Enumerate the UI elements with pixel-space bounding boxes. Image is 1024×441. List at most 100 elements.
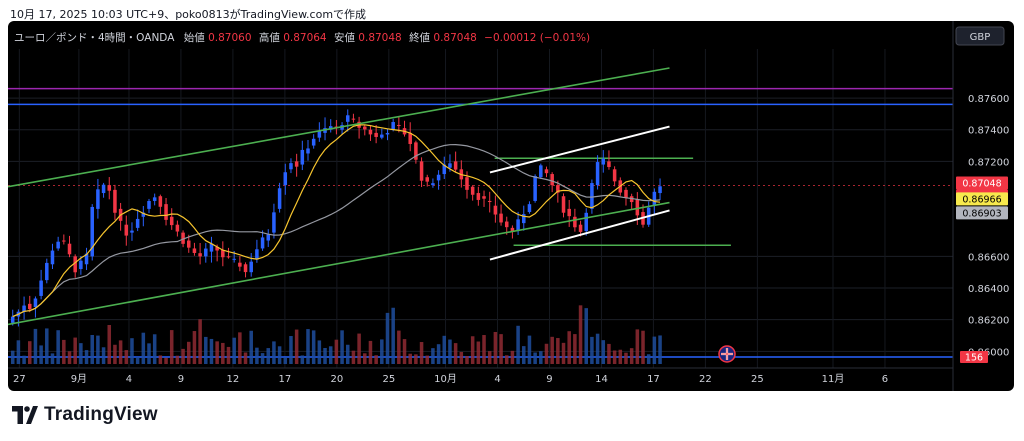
volume-bar (402, 339, 407, 364)
price-chart[interactable]: 0.87600 0.87400 0.87200 0.86600 0.86400 0.862… (8, 21, 1014, 391)
volume-bar (209, 338, 214, 364)
volume-bar (311, 330, 316, 364)
time-tick-label: 4 (126, 374, 132, 385)
candle-body (567, 208, 571, 217)
white-channel-lower (489, 209, 670, 261)
volume-bar (113, 344, 117, 364)
candle-body (221, 250, 225, 258)
candle-body (311, 138, 316, 146)
candle-body (243, 264, 248, 273)
volume-bar (283, 357, 288, 364)
candle-body (380, 134, 384, 138)
price-tick-label: 0.87200 (968, 157, 1009, 168)
volume-bar (459, 351, 464, 364)
volume-bar (226, 346, 231, 364)
volume-bar (152, 334, 157, 364)
volume-bar (595, 333, 600, 364)
candle-body (397, 124, 401, 126)
candle-body (272, 212, 276, 233)
candle-body (181, 232, 185, 244)
volume-bar (414, 354, 418, 364)
candle-body (612, 169, 617, 182)
volume-bar (601, 340, 606, 364)
currency-button[interactable]: GBP (955, 26, 1005, 46)
candle-body (624, 189, 628, 198)
volume-bar (482, 335, 486, 364)
volume-bar (516, 325, 520, 364)
candle-body (578, 224, 583, 232)
volume-bar (652, 336, 657, 364)
volume-bar (10, 350, 15, 364)
candle-body (345, 115, 350, 122)
volume-bar (363, 353, 367, 364)
volume-bar (215, 341, 219, 364)
chart-frame[interactable]: 0.87600 0.87400 0.87200 0.86600 0.86400 0.862… (8, 21, 1014, 391)
candle-body (607, 161, 611, 168)
volume-bar (544, 343, 549, 364)
volume-bar (204, 336, 208, 364)
volume-bar (334, 339, 339, 364)
candle-body (255, 249, 259, 260)
volume-bar (79, 343, 83, 364)
volume-bar (357, 333, 361, 364)
candle-body (45, 262, 49, 281)
price-tick-label: 0.87400 (968, 126, 1009, 137)
candle-body (130, 230, 134, 233)
time-tick-label: 9 (546, 374, 552, 385)
volume-bar (300, 355, 305, 364)
price-tick-label: 0.86400 (968, 284, 1009, 295)
volume-bar (328, 346, 333, 364)
volume-bar (624, 352, 628, 364)
candle-body (62, 240, 66, 242)
candle-body (351, 118, 356, 120)
volume-bar (391, 307, 395, 364)
volume-bar (351, 350, 356, 364)
tradingview-logo[interactable]: TradingView (12, 404, 158, 426)
candle-body (465, 177, 469, 190)
volume-bar (39, 345, 43, 364)
tradingview-wordmark: TradingView (44, 404, 158, 425)
candle-body (175, 224, 180, 232)
fast-moving-average-line (12, 124, 661, 318)
moving-averages (12, 124, 661, 318)
uk-flag-icon[interactable] (718, 345, 736, 363)
candle-body (510, 227, 515, 232)
symbol-title[interactable]: ユーロ／ポンド・4時間・OANDA (14, 32, 175, 44)
timestamp-line: 10月 17, 2025 10:03 UTC+9、poko0813がTradin… (10, 8, 367, 21)
candle-body (215, 246, 219, 251)
volume-bar (522, 346, 526, 364)
candle-body (226, 256, 231, 258)
volume-bar (448, 339, 452, 364)
volume-bar (243, 352, 248, 364)
volume-bar (317, 340, 322, 364)
candle-body (164, 204, 168, 220)
candle-body (573, 216, 577, 228)
candle-body (306, 148, 310, 154)
volume-bar (380, 339, 384, 364)
candle-body (300, 149, 305, 165)
volume-badge (960, 351, 988, 363)
volume-bar (425, 355, 430, 364)
volume-bar (499, 334, 503, 364)
candle-body (442, 164, 447, 175)
time-tick-label: 14 (595, 374, 608, 385)
volume-bar (266, 348, 271, 364)
volume-bar (164, 357, 168, 364)
candle-body (385, 132, 390, 135)
volume-bar (510, 350, 515, 364)
price-tick-label: 0.86000 (968, 347, 1009, 358)
volume-bar (419, 342, 424, 364)
price-badge-label: 0.87048 (962, 178, 1001, 189)
volume-bar (62, 339, 66, 364)
volume-bar (646, 354, 651, 364)
price-axis: 0.87600 0.87400 0.87200 0.86600 0.86400 0.862… (952, 21, 1009, 391)
candle-body (50, 250, 55, 265)
horizontal-levels (8, 87, 953, 358)
candle-body (135, 218, 140, 228)
candle-body (283, 172, 288, 186)
time-axis: 27 9月 4 9 12 17 20 25 10月 4 9 14 17 22 25 11月 6 (8, 367, 953, 385)
candle-body (101, 184, 106, 194)
volume-bar (22, 355, 26, 364)
volume-bar (431, 348, 435, 364)
